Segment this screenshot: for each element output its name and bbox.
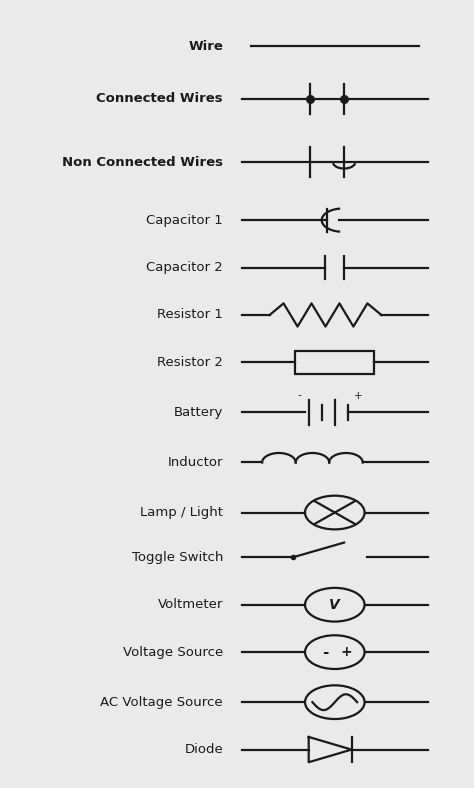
Text: +: + (340, 645, 352, 659)
Text: V: V (329, 598, 340, 611)
Text: Capacitor 1: Capacitor 1 (146, 214, 223, 227)
Text: -: - (298, 391, 301, 400)
Text: Battery: Battery (173, 406, 223, 419)
Text: Resistor 1: Resistor 1 (157, 308, 223, 322)
Bar (295, 351, 374, 374)
Text: Resistor 2: Resistor 2 (157, 356, 223, 369)
Text: Toggle Switch: Toggle Switch (132, 551, 223, 563)
Text: Connected Wires: Connected Wires (96, 92, 223, 106)
Text: Inductor: Inductor (167, 456, 223, 469)
Text: Wire: Wire (188, 40, 223, 53)
Text: Non Connected Wires: Non Connected Wires (62, 156, 223, 169)
Text: Voltmeter: Voltmeter (158, 598, 223, 611)
Text: +: + (354, 391, 363, 400)
Text: Capacitor 2: Capacitor 2 (146, 261, 223, 274)
Text: Diode: Diode (184, 743, 223, 756)
Text: Lamp / Light: Lamp / Light (140, 506, 223, 519)
Text: AC Voltage Source: AC Voltage Source (100, 696, 223, 708)
Text: Voltage Source: Voltage Source (123, 645, 223, 659)
Text: -: - (322, 645, 328, 660)
